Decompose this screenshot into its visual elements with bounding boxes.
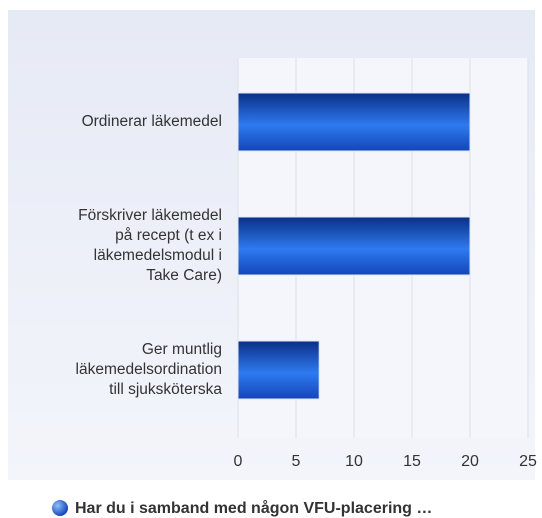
legend-label: Har du i samband med någon VFU-placering… (75, 499, 432, 517)
x-tick-label: 10 (345, 453, 363, 470)
legend-swatch (52, 500, 68, 516)
bar (237, 92, 471, 152)
x-tick-label: 25 (519, 453, 537, 470)
category-label: Förskriver läkemedel på recept (t ex i l… (78, 207, 222, 284)
x-tick-label: 15 (403, 453, 421, 470)
x-tick-label: 20 (461, 453, 479, 470)
category-label: Ordinerar läkemedel (81, 113, 222, 130)
x-tick-label: 5 (292, 453, 301, 470)
x-tick-label: 0 (234, 453, 243, 470)
category-label: Ger muntlig läkemedelsordination till sj… (75, 341, 222, 398)
bar (237, 216, 471, 276)
bar (237, 340, 320, 400)
